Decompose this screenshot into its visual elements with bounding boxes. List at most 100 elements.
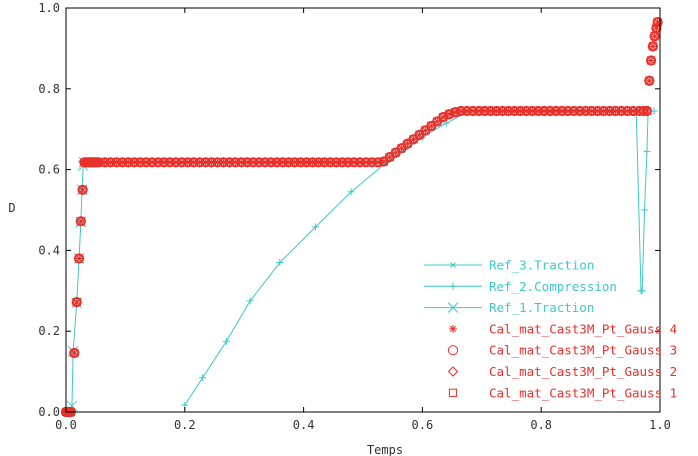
data-point — [71, 296, 82, 308]
legend-marker — [447, 302, 459, 313]
data-point — [641, 105, 653, 117]
legend-entry: Cal_mat_Cast3M_Pt_Gauss 1 — [448, 385, 677, 400]
marker-square — [70, 348, 79, 358]
legend-entry: Ref_3.Traction — [424, 258, 594, 273]
legend-marker — [449, 282, 457, 290]
marker-diamond — [652, 16, 663, 28]
y-tick-label: 0.2 — [38, 324, 60, 338]
x-tick-label: 0.0 — [55, 418, 77, 432]
legend-label: Ref_3.Traction — [489, 258, 594, 273]
y-tick-label: 0.8 — [38, 82, 60, 96]
y-tick-label: 0.0 — [38, 405, 60, 419]
data-point — [644, 75, 655, 86]
marker-square — [74, 254, 84, 263]
legend-marker — [448, 388, 458, 397]
legend-entry: Cal_mat_Cast3M_Pt_Gauss 4 — [449, 321, 677, 336]
marker-diamond — [638, 105, 649, 117]
x-tick-label: 0.2 — [174, 418, 196, 432]
marker-diamond — [396, 142, 407, 154]
marker-diamond — [390, 147, 401, 158]
y-tick-label: 0.6 — [38, 163, 60, 177]
x-tick-label: 0.8 — [530, 418, 552, 432]
calculated-series — [60, 16, 663, 418]
marker-diamond — [378, 156, 389, 167]
marker-diamond — [647, 41, 659, 52]
data-point — [647, 41, 659, 52]
marker-diamond — [384, 151, 395, 163]
marker-diamond — [649, 31, 660, 42]
marker-square — [450, 108, 460, 117]
legend-marker — [450, 262, 456, 268]
legend-label: Cal_mat_Cast3M_Pt_Gauss 2 — [489, 364, 677, 379]
data-point — [222, 337, 230, 345]
marker-asterisk — [648, 42, 657, 51]
marker-asterisk — [415, 130, 424, 139]
marker-diamond — [414, 129, 425, 141]
data-point — [414, 129, 425, 141]
x-tick-label: 0.4 — [293, 418, 315, 432]
data-point — [69, 347, 80, 359]
marker-square — [653, 18, 662, 27]
data-point — [276, 259, 284, 267]
legend-label: Ref_1.Traction — [489, 300, 594, 315]
data-point — [652, 16, 663, 28]
marker-diamond — [71, 296, 82, 308]
data-point — [246, 297, 254, 305]
marker-square — [76, 217, 85, 226]
y-tick-label: 0.4 — [38, 243, 60, 257]
marker-diamond — [641, 105, 653, 117]
legend: Ref_3.Traction Ref_2.Compression Ref_1.Tra… — [424, 258, 677, 400]
legend-entry: Ref_2.Compression — [424, 279, 617, 294]
marker-diamond — [73, 253, 85, 264]
marker-square — [78, 185, 87, 194]
legend-label: Ref_2.Compression — [489, 279, 617, 294]
data-point — [199, 374, 207, 382]
marker-asterisk — [647, 56, 656, 65]
legend-entry: Ref_1.Traction — [424, 300, 594, 315]
marker-diamond — [432, 116, 443, 127]
data-point — [645, 55, 657, 66]
data-point — [75, 216, 87, 227]
marker-diamond — [69, 347, 80, 359]
legend-entry: Cal_mat_Cast3M_Pt_Gauss 2 — [447, 364, 677, 379]
marker-diamond — [77, 184, 88, 196]
marker-square — [648, 42, 657, 51]
data-point — [311, 223, 319, 231]
marker-asterisk — [645, 76, 654, 85]
marker-diamond — [372, 157, 384, 168]
marker-diamond — [645, 55, 657, 66]
plot-border — [65, 7, 661, 413]
legend-label: Cal_mat_Cast3M_Pt_Gauss 1 — [489, 385, 677, 400]
marker-diamond — [420, 125, 431, 136]
plot-frame — [65, 7, 661, 413]
data-point — [638, 287, 646, 295]
marker-square — [373, 158, 382, 167]
marker-square — [646, 56, 656, 65]
data-point — [77, 184, 88, 196]
legend-entry: Cal_mat_Cast3M_Pt_Gauss 3 — [447, 343, 677, 358]
marker-asterisk — [76, 217, 85, 226]
plot-area — [60, 16, 663, 418]
marker-asterisk — [75, 254, 84, 263]
data-point — [643, 147, 651, 155]
marker-diamond — [408, 134, 419, 145]
data-point — [347, 188, 355, 196]
y-axis-label: D — [8, 201, 15, 215]
y-tick-label: 1.0 — [38, 1, 60, 15]
marker-asterisk — [397, 144, 406, 153]
data-point — [73, 253, 85, 264]
marker-diamond — [402, 138, 413, 149]
x-tick-label: 1.0 — [649, 418, 671, 432]
x-tick-label: 0.6 — [412, 418, 434, 432]
marker-diamond — [426, 120, 437, 132]
data-point — [641, 206, 649, 214]
legend-marker — [447, 345, 459, 356]
legend-label: Cal_mat_Cast3M_Pt_Gauss 3 — [489, 343, 677, 358]
marker-asterisk — [70, 349, 79, 358]
marker-diamond — [644, 75, 655, 86]
marker-diamond — [75, 216, 87, 227]
marker-diamond — [65, 406, 76, 418]
marker-square — [642, 106, 652, 116]
